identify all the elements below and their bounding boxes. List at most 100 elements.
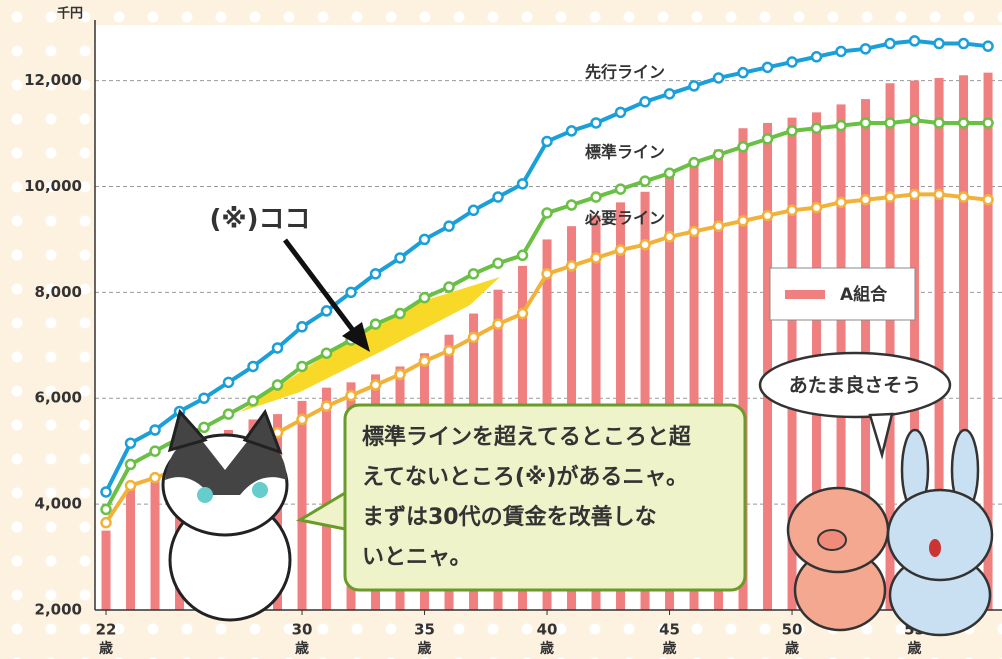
line-point	[788, 58, 797, 67]
y-tick-label: 4,000	[35, 495, 82, 513]
line-point	[910, 36, 919, 45]
line-point	[861, 44, 870, 53]
line-point	[151, 447, 160, 456]
line-point	[102, 505, 111, 514]
bar	[322, 388, 331, 610]
line-point	[518, 309, 527, 318]
line-point	[714, 150, 723, 159]
line-point	[763, 134, 772, 143]
x-tick-label: 40	[537, 621, 558, 639]
page: 千円2,0004,0006,0008,00010,00012,00022歳30歳…	[0, 0, 1002, 659]
x-tick-unit: 歳	[785, 640, 799, 657]
line-point	[126, 460, 135, 469]
y-tick-label: 10,000	[24, 177, 82, 195]
line-point	[469, 333, 478, 342]
line-point	[886, 193, 895, 202]
line-point	[959, 39, 968, 48]
line-point	[371, 320, 380, 329]
x-tick-label: 35	[414, 621, 435, 639]
line-point	[224, 378, 233, 387]
x-tick-unit: 歳	[540, 640, 554, 657]
line-point	[935, 39, 944, 48]
x-tick-unit: 歳	[663, 640, 677, 657]
line-point	[812, 52, 821, 61]
line-point	[665, 169, 674, 178]
line-point	[567, 126, 576, 135]
bubble-text: まずは30代の賃金を改善しな	[362, 504, 657, 530]
x-tick-unit: 歳	[295, 640, 309, 657]
line-point	[322, 402, 331, 411]
line-point	[592, 118, 601, 127]
line-point	[910, 116, 919, 125]
line-point	[322, 349, 331, 358]
y-unit: 千円	[57, 6, 83, 22]
rabbit-head	[888, 490, 992, 580]
line-point	[371, 381, 380, 390]
line-point	[518, 251, 527, 260]
line-point	[592, 253, 601, 262]
line-point	[396, 309, 405, 318]
legend-label: A組合	[840, 284, 888, 305]
line-point	[200, 423, 209, 432]
line-point	[690, 227, 699, 236]
line-point	[616, 108, 625, 117]
line-point	[616, 246, 625, 255]
line-point	[298, 322, 307, 331]
line-point	[665, 89, 674, 98]
line-point	[641, 240, 650, 249]
line-point	[249, 362, 258, 371]
chart: 千円2,0004,0006,0008,00010,00012,00022歳30歳…	[0, 0, 1002, 659]
line-point	[959, 118, 968, 127]
line-point	[249, 396, 258, 405]
x-tick-label: 30	[292, 621, 313, 639]
line-point	[396, 370, 405, 379]
cat-eye	[197, 487, 213, 503]
line-point	[739, 216, 748, 225]
line-point	[690, 158, 699, 167]
line-point	[543, 208, 552, 217]
y-tick-label: 8,000	[35, 283, 82, 301]
series-label: 必要ライン	[584, 209, 665, 228]
y-tick-label: 2,000	[35, 601, 82, 619]
line-point	[592, 193, 601, 202]
line-point	[151, 426, 160, 435]
pig-nose	[818, 530, 846, 550]
rabbit-mouth	[929, 539, 941, 557]
line-point	[984, 195, 993, 204]
line-point	[641, 177, 650, 186]
line-point	[935, 190, 944, 199]
bar	[102, 531, 111, 610]
line-point	[714, 73, 723, 82]
line-point	[469, 206, 478, 215]
line-point	[984, 42, 993, 51]
line-point	[273, 343, 282, 352]
line-point	[812, 124, 821, 133]
line-point	[641, 97, 650, 106]
line-point	[347, 391, 356, 400]
line-point	[102, 487, 111, 496]
bar	[151, 478, 160, 610]
line-point	[788, 206, 797, 215]
line-point	[200, 394, 209, 403]
line-point	[396, 253, 405, 262]
line-point	[567, 201, 576, 210]
series-label: 先行ライン	[585, 63, 665, 82]
line-point	[445, 346, 454, 355]
line-point	[543, 137, 552, 146]
line-point	[763, 63, 772, 72]
line-point	[861, 118, 870, 127]
line-point	[298, 362, 307, 371]
line-point	[298, 415, 307, 424]
line-point	[494, 320, 503, 329]
line-point	[886, 39, 895, 48]
bubble-text: いとニャ。	[362, 545, 472, 570]
bar	[126, 488, 135, 610]
line-point	[469, 269, 478, 278]
line-point	[837, 121, 846, 130]
line-point	[543, 269, 552, 278]
bar	[298, 401, 307, 610]
y-tick-label: 12,000	[24, 71, 82, 89]
line-point	[126, 481, 135, 490]
line-point	[445, 283, 454, 292]
line-point	[371, 269, 380, 278]
